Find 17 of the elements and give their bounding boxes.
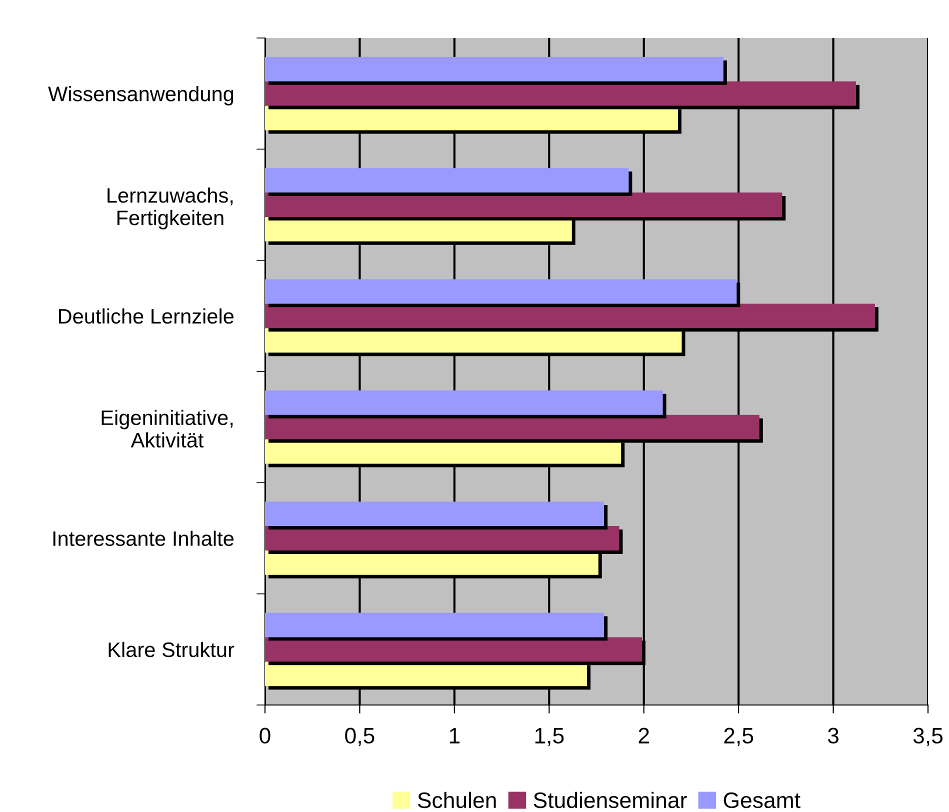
x-tick-label: 2,5 (724, 728, 754, 746)
x-tick-label: 3,5 (913, 728, 943, 746)
x-tick-label: 0 (260, 728, 270, 744)
x-tick-label: 2 (638, 728, 649, 744)
legend-label: Studienseminar (534, 792, 687, 808)
y-tick-label: Lernzuwachs, Fertigkeiten (108, 187, 233, 230)
x-tick-label: 1,5 (535, 728, 564, 746)
y-tick-label: Interessante Inhalte (53, 530, 234, 546)
legend-label: Gesamt (724, 792, 800, 808)
x-tick-label: 1 (450, 728, 460, 744)
x-tick-label: 3 (828, 728, 838, 744)
legend-label: Schulen (418, 792, 496, 808)
x-tick-label: 0,5 (345, 728, 374, 746)
y-tick-label: Wissensanwendung (48, 86, 234, 106)
y-tick-label: Eigeninitiative, Aktivität (102, 410, 233, 448)
y-tick-label: Deutliche Lernziele (58, 308, 234, 324)
y-tick-label: Klare Struktur (108, 642, 234, 658)
